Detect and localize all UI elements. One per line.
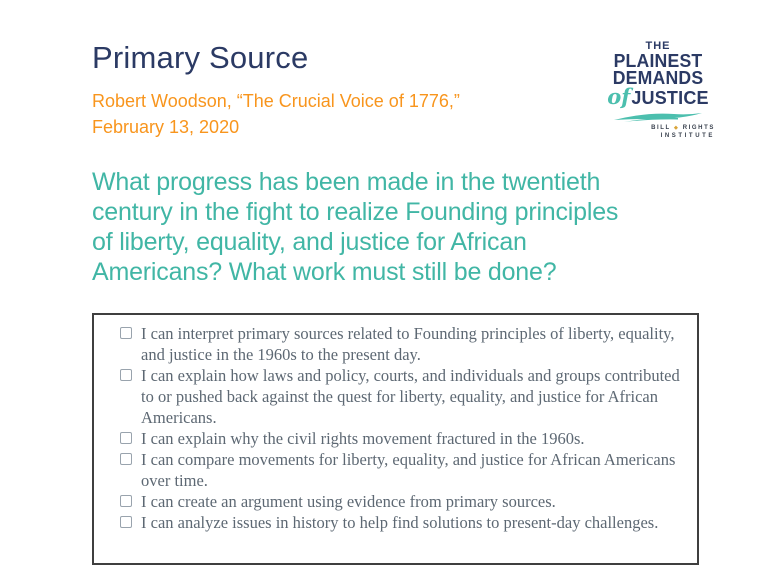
essential-question: What progress has been made in the twent… (92, 167, 742, 287)
checklist-item: I can explain how laws and policy, court… (120, 365, 683, 428)
logo-word-demands: DEMANDS (612, 68, 704, 88)
bill-of-rights-institute-wordmark: BILL ◆ RIGHTS INSTITUTE (597, 124, 719, 140)
plainest-demands-of-justice-logo: THE PLAINEST DEMANDS of JUSTICE BILL ◆ R… (597, 40, 719, 140)
logo-word-the: THE (645, 40, 671, 52)
checklist-item: I can explain why the civil rights movem… (120, 428, 683, 449)
gold-diamond-icon: ◆ (673, 125, 680, 131)
checklist-item-text: I can analyze issues in history to help … (141, 513, 659, 532)
checklist-item-text: I can interpret primary sources related … (141, 324, 675, 364)
checkbox[interactable] (120, 516, 132, 528)
logo-word-plainest: PLAINEST (613, 51, 703, 71)
checkbox[interactable] (120, 369, 132, 381)
checkbox[interactable] (120, 495, 132, 507)
brush-swoosh-icon (614, 113, 702, 122)
logo-word-of: of (607, 84, 631, 109)
checklist-item-text: I can explain why the civil rights movem… (141, 429, 585, 448)
source-citation: Robert Woodson, “The Crucial Voice of 17… (92, 88, 460, 140)
checklist-item-text: I can create an argument using evidence … (141, 492, 556, 511)
checklist-item: I can create an argument using evidence … (120, 491, 683, 512)
page-title: Primary Source (92, 40, 309, 75)
org-word-bill: BILL (651, 125, 671, 131)
checkbox[interactable] (120, 327, 132, 339)
checkbox[interactable] (120, 432, 132, 444)
objectives-checklist: I can interpret primary sources related … (120, 323, 683, 533)
checklist-item-text: I can compare movements for liberty, equ… (141, 450, 676, 490)
learning-objectives-box: I can interpret primary sources related … (92, 313, 699, 565)
checklist-item: I can compare movements for liberty, equ… (120, 449, 683, 491)
logo-word-justice: JUSTICE (631, 88, 709, 108)
checklist-item: I can interpret primary sources related … (120, 323, 683, 365)
checklist-item: I can analyze issues in history to help … (120, 512, 683, 533)
citation-line-2: February 13, 2020 (92, 117, 240, 137)
question-line-2: century in the fight to realize Founding… (92, 198, 619, 226)
question-line-1: What progress has been made in the twent… (92, 168, 601, 196)
checklist-item-text: I can explain how laws and policy, court… (141, 366, 680, 427)
org-word-institute: INSTITUTE (660, 133, 715, 139)
checkbox[interactable] (120, 453, 132, 465)
org-word-rights: RIGHTS (682, 125, 715, 131)
citation-line-1: Robert Woodson, “The Crucial Voice of 17… (92, 91, 460, 111)
question-line-3: of liberty, equality, and justice for Af… (92, 228, 527, 256)
question-line-4: Americans? What work must still be done? (92, 258, 557, 286)
